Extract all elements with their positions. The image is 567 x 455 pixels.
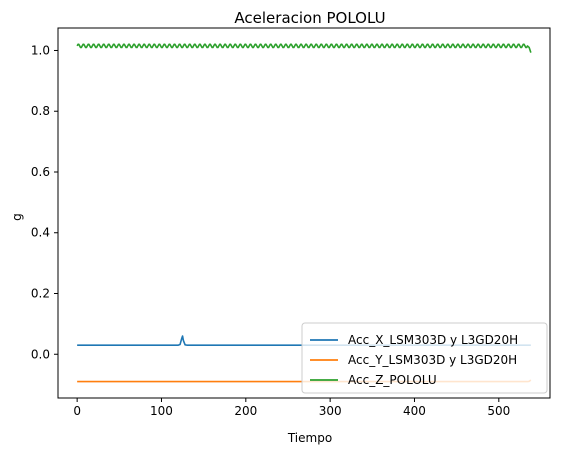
y-axis-ticks: 0.0 0.2 0.4 0.6 0.8 1.0 bbox=[31, 43, 58, 361]
y-tick-label: 0.0 bbox=[31, 347, 50, 361]
y-tick-label: 0.2 bbox=[31, 287, 50, 301]
x-tick-label: 500 bbox=[487, 404, 510, 418]
legend: Acc_X_LSM303D y L3GD20H Acc_Y_LSM303D y … bbox=[301, 322, 548, 394]
legend-entry: Acc_Z_POLOLU bbox=[310, 373, 437, 387]
legend-label-acc-x: Acc_X_LSM303D y L3GD20H bbox=[348, 333, 518, 347]
x-axis-label: Tiempo bbox=[287, 431, 332, 445]
legend-entry: Acc_Y_LSM303D y L3GD20H bbox=[310, 353, 517, 367]
plot-frame bbox=[57, 27, 551, 399]
x-axis-ticks: 0 100 200 300 400 500 bbox=[73, 398, 510, 418]
y-tick-label: 0.8 bbox=[31, 104, 50, 118]
chart-title: Aceleracion POLOLU bbox=[234, 9, 385, 27]
y-tick-label: 0.4 bbox=[31, 226, 50, 240]
x-tick-label: 300 bbox=[319, 404, 342, 418]
y-tick-label: 1.0 bbox=[31, 43, 50, 57]
x-tick-label: 200 bbox=[234, 404, 257, 418]
series-line-acc-z bbox=[76, 43, 532, 53]
x-tick-label: 100 bbox=[150, 404, 173, 418]
x-tick-label: 0 bbox=[73, 404, 81, 418]
legend-entry: Acc_X_LSM303D y L3GD20H bbox=[310, 333, 518, 347]
y-tick-label: 0.6 bbox=[31, 165, 50, 179]
series-line-acc-x bbox=[77, 335, 531, 346]
legend-label-acc-z: Acc_Z_POLOLU bbox=[348, 373, 437, 387]
legend-label-acc-y: Acc_Y_LSM303D y L3GD20H bbox=[348, 353, 517, 367]
legend-box bbox=[301, 322, 548, 394]
x-tick-label: 400 bbox=[403, 404, 426, 418]
y-axis-label: g bbox=[10, 213, 24, 221]
